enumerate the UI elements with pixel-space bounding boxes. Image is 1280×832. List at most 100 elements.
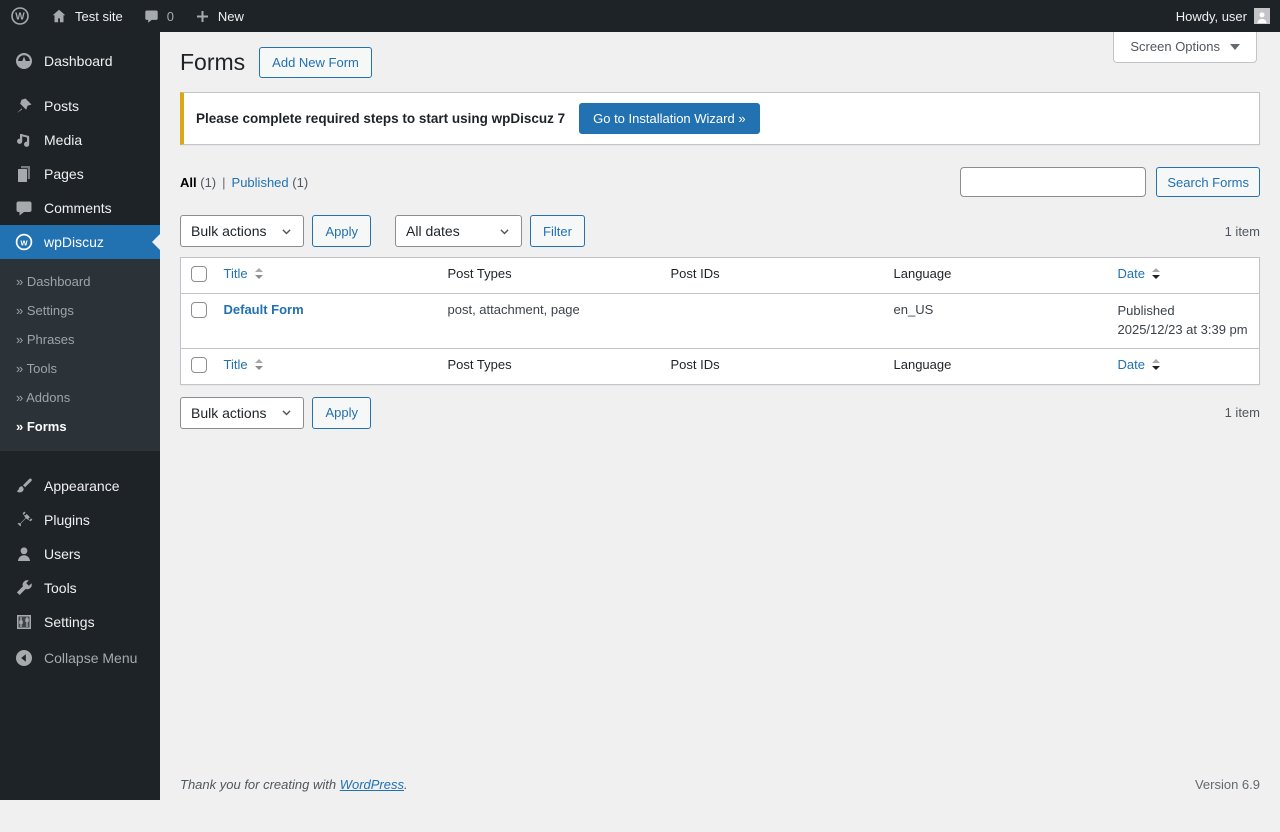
column-header-post-types: Post Types	[438, 348, 661, 384]
pages-icon	[14, 164, 34, 184]
sidebar-item-label: Appearance	[44, 478, 120, 494]
sidebar-item-label: Pages	[44, 166, 84, 182]
sort-by-date[interactable]: Date	[1118, 266, 1160, 281]
sidebar-item-label: Tools	[44, 580, 77, 596]
new-content-menu[interactable]: New	[184, 0, 254, 32]
view-separator: |	[222, 175, 225, 190]
footer-thanks-text: Thank you for creating with	[180, 777, 340, 792]
sidebar-item-appearance[interactable]: Appearance	[0, 469, 160, 503]
sidebar-item-plugins[interactable]: Plugins	[0, 503, 160, 537]
all-dates-select[interactable]: All dates	[395, 215, 522, 247]
row-language: en_US	[884, 294, 1108, 349]
comments-icon	[14, 198, 34, 218]
row-status: Published	[1118, 302, 1250, 321]
table-row: Default Form post, attachment, page en_U…	[181, 294, 1260, 349]
add-new-form-button[interactable]: Add New Form	[259, 47, 372, 78]
wpdiscuz-icon: w	[14, 232, 34, 252]
site-name-menu[interactable]: Test site	[40, 0, 133, 32]
view-published-count: (1)	[292, 175, 308, 190]
user-icon	[14, 544, 34, 564]
view-filter-all[interactable]: All (1)	[180, 175, 216, 190]
chevron-down-icon	[280, 406, 293, 419]
filter-button[interactable]: Filter	[530, 215, 585, 247]
my-account-menu[interactable]: Howdy, user	[1166, 0, 1280, 32]
row-post-ids	[661, 294, 884, 349]
sort-indicator-icon	[255, 359, 263, 370]
column-header-language: Language	[884, 258, 1108, 294]
row-post-types: post, attachment, page	[438, 294, 661, 349]
footer-thanks-period: .	[404, 777, 408, 792]
wordpress-logo-menu[interactable]: W	[0, 0, 40, 32]
submenu-item-phrases[interactable]: » Phrases	[0, 325, 160, 354]
submenu-item-tools[interactable]: » Tools	[0, 354, 160, 383]
search-forms-button[interactable]: Search Forms	[1156, 167, 1260, 197]
sidebar-item-users[interactable]: Users	[0, 537, 160, 571]
sidebar-item-label: Posts	[44, 98, 79, 114]
footer-thanks: Thank you for creating with WordPress.	[180, 777, 408, 792]
menu-separator	[0, 451, 160, 469]
comments-menu[interactable]: 0	[133, 0, 184, 32]
submenu-item-settings[interactable]: » Settings	[0, 296, 160, 325]
sidebar-item-wpdiscuz[interactable]: w wpDiscuz	[0, 225, 160, 259]
user-avatar	[1254, 8, 1270, 24]
column-header-title: Title	[224, 266, 248, 281]
admin-bar: W Test site 0 New Howdy, user	[0, 0, 1280, 32]
pushpin-icon	[14, 96, 34, 116]
list-views-row: All (1) | Published (1) Search Forms	[180, 167, 1260, 197]
sort-by-title[interactable]: Title	[224, 266, 263, 281]
submenu-item-dashboard[interactable]: » Dashboard	[0, 267, 160, 296]
sort-by-title[interactable]: Title	[224, 357, 263, 372]
screen-options-tab[interactable]: Screen Options	[1113, 32, 1257, 63]
sidebar-item-settings[interactable]: Settings	[0, 605, 160, 639]
form-title-link[interactable]: Default Form	[224, 302, 304, 317]
column-header-title: Title	[224, 357, 248, 372]
table-header: Title Post Types Post IDs Language Date	[181, 258, 1260, 294]
row-checkbox[interactable]	[191, 302, 207, 318]
wordpress-link[interactable]: WordPress	[340, 777, 404, 792]
sidebar-item-tools[interactable]: Tools	[0, 571, 160, 605]
site-name-label: Test site	[75, 9, 123, 24]
bulk-actions-value: Bulk actions	[191, 405, 266, 421]
select-all-checkbox[interactable]	[191, 266, 207, 282]
apply-button[interactable]: Apply	[312, 215, 371, 247]
sidebar-item-comments[interactable]: Comments	[0, 191, 160, 225]
wrench-icon	[14, 578, 34, 598]
sidebar-item-collapse-menu[interactable]: Collapse Menu	[0, 641, 160, 675]
view-all-count: (1)	[200, 175, 216, 190]
version-label: Version 6.9	[1195, 777, 1260, 792]
installation-wizard-button[interactable]: Go to Installation Wizard »	[579, 103, 759, 134]
view-filters: All (1) | Published (1)	[180, 175, 308, 190]
sort-indicator-icon	[1152, 268, 1160, 279]
submenu-item-forms[interactable]: » Forms	[0, 412, 160, 441]
sidebar-item-media[interactable]: Media	[0, 123, 160, 157]
sidebar-item-label: Media	[44, 132, 82, 148]
notice-text: Please complete required steps to start …	[196, 111, 565, 126]
select-all-checkbox[interactable]	[191, 357, 207, 373]
view-filter-published[interactable]: Published (1)	[232, 175, 309, 190]
column-header-post-types: Post Types	[438, 258, 661, 294]
apply-button[interactable]: Apply	[312, 397, 371, 429]
bulk-actions-select[interactable]: Bulk actions	[180, 215, 304, 247]
screen-options-label: Screen Options	[1130, 39, 1220, 54]
page-title: Forms	[180, 48, 245, 78]
sidebar-item-pages[interactable]: Pages	[0, 157, 160, 191]
page-header: Forms Add New Form	[180, 32, 1260, 78]
admin-menu: Dashboard Posts Media Pages Comments w w…	[0, 32, 160, 800]
table-footer: Title Post Types Post IDs Language Date	[181, 348, 1260, 384]
settings-sliders-icon	[14, 612, 34, 632]
sort-indicator-icon	[255, 268, 263, 279]
submenu-item-addons[interactable]: » Addons	[0, 383, 160, 412]
sort-by-date[interactable]: Date	[1118, 357, 1160, 372]
bulk-actions-select[interactable]: Bulk actions	[180, 397, 304, 429]
content-area: Screen Options Forms Add New Form Please…	[160, 32, 1280, 800]
view-published-label: Published	[232, 175, 289, 190]
chevron-down-icon	[498, 225, 511, 238]
column-header-post-ids: Post IDs	[661, 258, 884, 294]
admin-bar-right: Howdy, user	[1166, 0, 1280, 32]
sidebar-item-label: Plugins	[44, 512, 90, 528]
sidebar-item-dashboard[interactable]: Dashboard	[0, 44, 160, 78]
sidebar-item-posts[interactable]: Posts	[0, 89, 160, 123]
search-input[interactable]	[960, 167, 1146, 197]
comment-bubble-icon	[143, 8, 160, 25]
search-box: Search Forms	[960, 167, 1260, 197]
